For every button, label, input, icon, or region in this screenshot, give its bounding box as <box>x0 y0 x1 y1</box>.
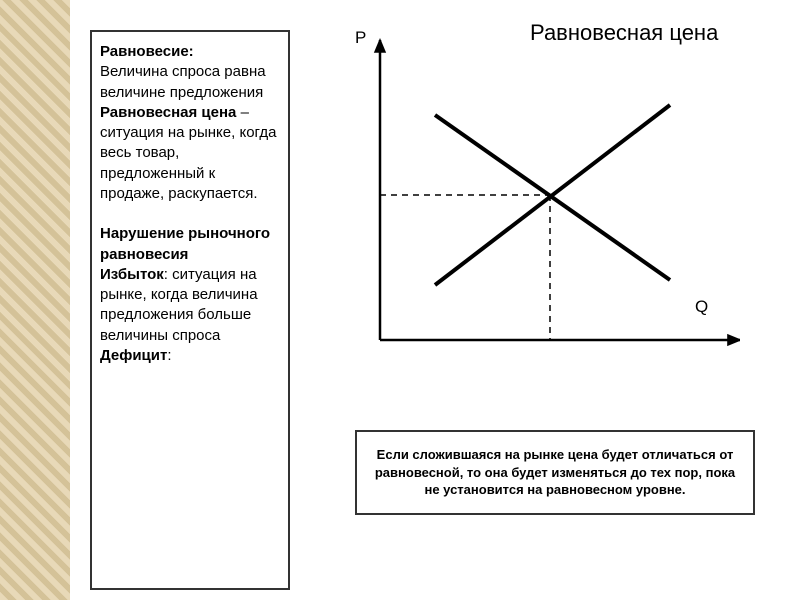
equilibrium-chart <box>340 30 740 380</box>
disruption-heading: Нарушение рыночного равновесия <box>100 225 270 262</box>
deficit-text: : <box>167 347 171 364</box>
note-text: Если сложившаяся на рынке цена будет отл… <box>375 447 735 497</box>
chart-svg <box>340 30 740 380</box>
note-box: Если сложившаяся на рынке цена будет отл… <box>355 430 755 515</box>
equilibrium-price-heading: Равновесная цена <box>100 104 236 121</box>
equilibrium-heading: Равновесие: <box>100 43 194 60</box>
surplus-heading: Избыток <box>100 266 164 283</box>
decorative-sidebar-pattern <box>0 0 70 600</box>
definitions-panel: Равновесие: Величина спроса равна величи… <box>90 30 290 590</box>
deficit-heading: Дефицит <box>100 347 167 364</box>
equilibrium-text: Величина спроса равна величине предложен… <box>100 63 266 100</box>
